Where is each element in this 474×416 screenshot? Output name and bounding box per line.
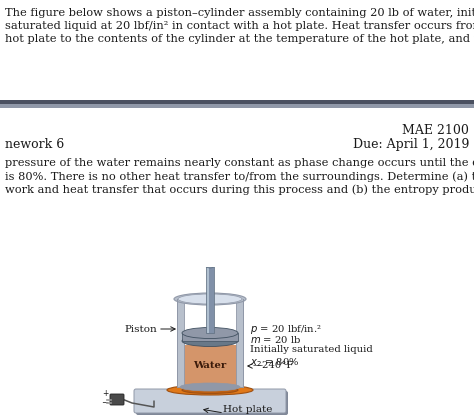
- Ellipse shape: [167, 385, 253, 395]
- Ellipse shape: [178, 294, 242, 304]
- Bar: [0, 100, 474, 104]
- Bar: [207, 265, 209, 333]
- Text: MAE 2100: MAE 2100: [402, 124, 469, 137]
- Text: pressure of the water remains nearly constant as phase change occurs until the q: pressure of the water remains nearly con…: [5, 158, 474, 168]
- Ellipse shape: [182, 386, 238, 394]
- Text: Initially saturated liquid: Initially saturated liquid: [250, 345, 373, 354]
- Bar: [0, 104, 474, 108]
- Ellipse shape: [180, 383, 240, 391]
- Text: Water: Water: [193, 362, 227, 371]
- Text: work and heat transfer that occurs during this process and (b) the entropy produ: work and heat transfer that occurs durin…: [5, 184, 474, 195]
- Text: $m$ = 20 lb: $m$ = 20 lb: [250, 334, 301, 345]
- Text: Due: April 1, 2019: Due: April 1, 2019: [353, 138, 469, 151]
- Text: +: +: [102, 389, 108, 398]
- Text: The figure below shows a piston–cylinder assembly containing 20 lb of water, ini: The figure below shows a piston–cylinder…: [5, 8, 474, 18]
- Bar: [181, 345, 239, 387]
- Text: —240°F: —240°F: [253, 362, 294, 371]
- Text: Piston: Piston: [124, 324, 157, 334]
- Text: is 80%. There is no other heat transfer to/from the surroundings. Determine (a) : is 80%. There is no other heat transfer …: [5, 171, 474, 181]
- Bar: [236, 299, 243, 387]
- Text: $x_2$ = 80%: $x_2$ = 80%: [250, 356, 299, 369]
- Bar: [177, 299, 184, 387]
- Text: Hot plate: Hot plate: [223, 405, 273, 414]
- FancyBboxPatch shape: [136, 391, 288, 415]
- Text: hot plate to the contents of the cylinder at the temperature of the hot plate, a: hot plate to the contents of the cylinde…: [5, 34, 474, 44]
- Ellipse shape: [205, 262, 215, 268]
- Text: −: −: [101, 398, 109, 407]
- Text: $p$ = 20 lbf/in.²: $p$ = 20 lbf/in.²: [250, 323, 322, 336]
- Text: saturated liquid at 20 lbf/in² in contact with a hot plate. Heat transfer occurs: saturated liquid at 20 lbf/in² in contac…: [5, 21, 474, 31]
- Bar: [182, 333, 238, 341]
- Text: nework 6: nework 6: [5, 138, 64, 151]
- Bar: [206, 265, 214, 333]
- Ellipse shape: [182, 327, 238, 339]
- FancyBboxPatch shape: [134, 389, 286, 413]
- Ellipse shape: [182, 335, 238, 347]
- Ellipse shape: [174, 293, 246, 305]
- FancyBboxPatch shape: [110, 394, 124, 405]
